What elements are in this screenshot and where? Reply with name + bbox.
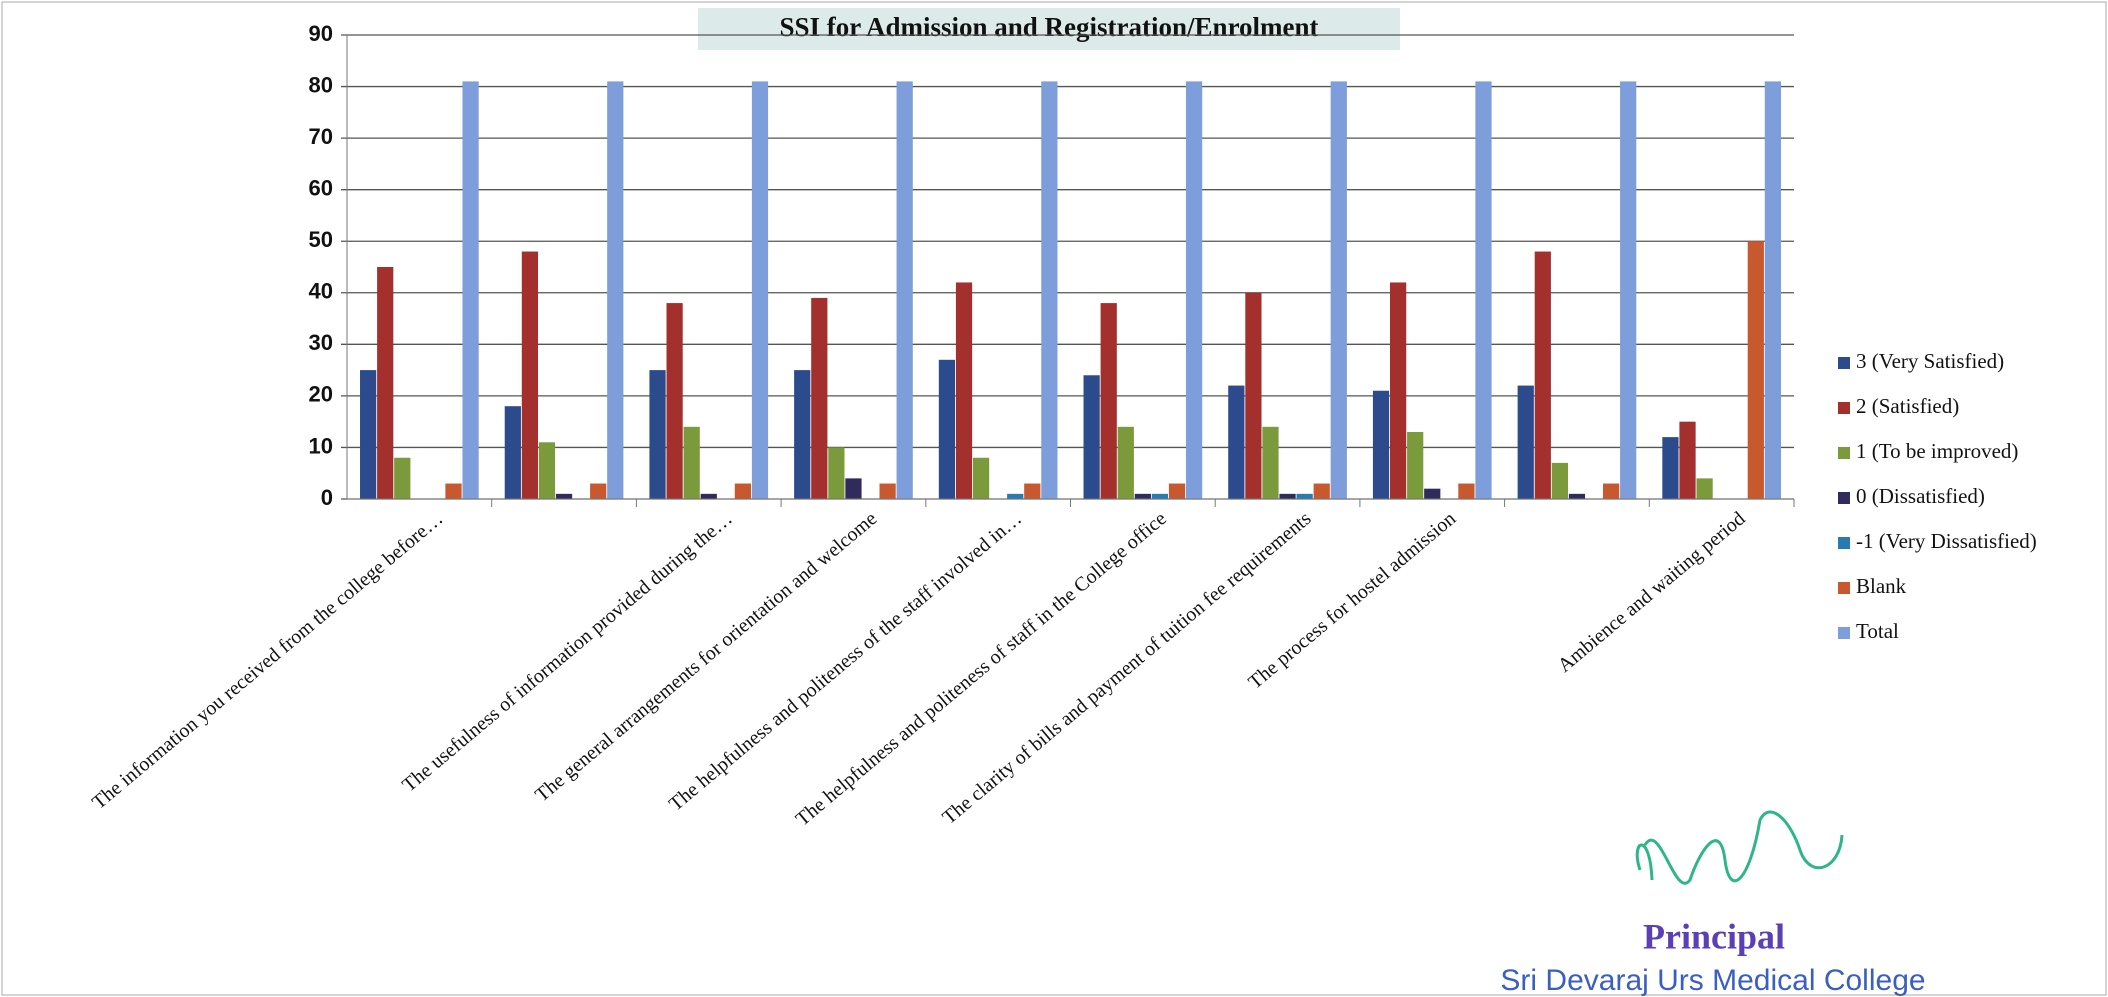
- y-tick-label: 40: [309, 279, 333, 304]
- bar: [1245, 292, 1262, 499]
- bar: [1279, 493, 1296, 499]
- signature-mark: [1635, 810, 1844, 885]
- bar: [879, 483, 896, 499]
- y-tick-label: 70: [309, 124, 333, 149]
- bar: [1764, 81, 1781, 500]
- legend-label: 2 (Satisfied): [1856, 394, 1959, 418]
- bar: [938, 359, 956, 499]
- bar: [1662, 437, 1679, 499]
- legend-swatch: [1838, 537, 1850, 549]
- bar: [1424, 488, 1441, 499]
- legend-label: Blank: [1856, 574, 1907, 598]
- bar: [1007, 493, 1024, 499]
- bar: [700, 493, 717, 499]
- bar: [1602, 483, 1620, 499]
- bar: [1296, 493, 1313, 499]
- signature-institution: Sri Devaraj Urs Medical College: [1500, 964, 1925, 997]
- bar: [1330, 81, 1347, 500]
- bar: [1228, 385, 1245, 499]
- bar: [1100, 303, 1117, 499]
- bar: [1696, 478, 1713, 499]
- bar: [972, 457, 990, 499]
- bar: [1475, 81, 1492, 500]
- legend-swatch: [1838, 402, 1850, 414]
- legend-swatch: [1838, 582, 1850, 594]
- title-box: [698, 8, 1400, 50]
- bar: [794, 370, 811, 499]
- bar: [828, 447, 845, 499]
- bar: [1041, 81, 1058, 500]
- bar: [555, 493, 573, 499]
- bar: [521, 251, 539, 499]
- x-tick-label: The general arrangements for orientation…: [531, 507, 881, 806]
- bar: [811, 297, 828, 499]
- legend-label: 0 (Dissatisfied): [1856, 484, 1985, 508]
- y-tick-label: 20: [309, 382, 333, 407]
- bar: [1151, 493, 1169, 499]
- y-tick-label: 80: [309, 72, 333, 97]
- bar: [360, 370, 377, 499]
- x-tick-label: The information you received from the co…: [88, 507, 447, 813]
- bar: [1313, 483, 1330, 499]
- chart-title: SSI for Admission and Registration/Enrol…: [779, 12, 1318, 42]
- y-tick-label: 0: [321, 485, 333, 510]
- bar: [1262, 426, 1279, 499]
- legend-swatch: [1838, 492, 1850, 504]
- legend-swatch: [1838, 627, 1850, 639]
- bar: [1024, 483, 1041, 499]
- bar: [445, 483, 462, 499]
- bar: [1534, 251, 1551, 499]
- bar: [1517, 385, 1534, 499]
- legend-label: 1 (To be improved): [1856, 439, 2018, 463]
- bar: [462, 81, 479, 500]
- legend-swatch: [1838, 357, 1850, 369]
- y-tick-label: 10: [309, 433, 333, 458]
- bar: [896, 81, 913, 500]
- bar: [1389, 282, 1407, 499]
- bar: [1185, 81, 1203, 500]
- bar: [751, 81, 769, 500]
- bar: [538, 442, 556, 499]
- bar: [1134, 493, 1151, 499]
- bar: [683, 426, 700, 499]
- bar: [649, 370, 666, 499]
- bar: [1679, 421, 1696, 499]
- y-tick-label: 90: [309, 21, 333, 46]
- bar: [666, 303, 683, 499]
- legend-label: Total: [1856, 619, 1899, 643]
- x-tick-label: Ambience and waiting period: [1554, 507, 1750, 676]
- bar: [734, 483, 752, 499]
- bar: [1551, 462, 1568, 499]
- signature-title: Principal: [1643, 916, 1785, 956]
- bar: [1117, 426, 1134, 499]
- bar: [955, 282, 973, 499]
- bar: [1407, 431, 1424, 499]
- bar: [377, 267, 394, 499]
- bar: [1083, 375, 1100, 499]
- bar: [590, 483, 607, 499]
- y-tick-label: 30: [309, 330, 333, 355]
- bar: [1568, 493, 1586, 499]
- legend-label: -1 (Very Dissatisfied): [1856, 529, 2037, 553]
- legend-label: 3 (Very Satisfied): [1856, 349, 2004, 373]
- legend-swatch: [1838, 447, 1850, 459]
- bar: [607, 81, 624, 500]
- x-tick-label: The usefulness of information provided d…: [398, 507, 736, 796]
- y-tick-label: 60: [309, 175, 333, 200]
- bar: [504, 406, 521, 499]
- bar: [1620, 81, 1637, 500]
- bar: [845, 478, 862, 499]
- bar: [1747, 241, 1764, 499]
- y-tick-label: 50: [309, 227, 333, 252]
- bar: [1168, 483, 1186, 499]
- bar: [394, 457, 411, 499]
- bar: [1458, 483, 1475, 499]
- bar: [1372, 390, 1390, 499]
